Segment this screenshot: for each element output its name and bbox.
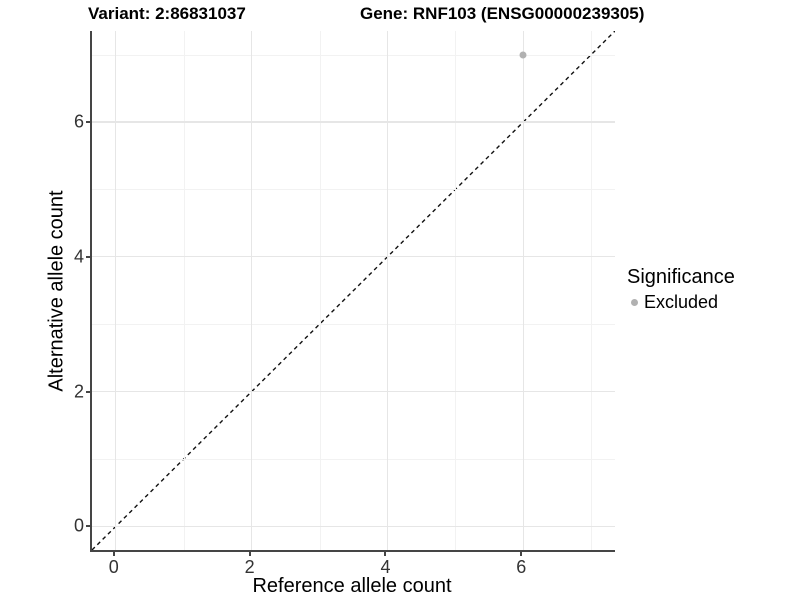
legend-title: Significance — [627, 266, 735, 288]
minor-gridline-y — [92, 54, 615, 56]
major-gridline-y — [92, 390, 615, 393]
y-axis-title: Alternative allele count — [45, 190, 68, 392]
y-tick-mark — [86, 120, 90, 123]
minor-gridline-x — [183, 31, 185, 550]
x-tick-label: 6 — [516, 557, 527, 577]
legend-point-icon — [631, 299, 638, 306]
major-gridline-y — [92, 525, 615, 528]
major-gridline-y — [92, 256, 615, 258]
major-gridline-x — [522, 31, 524, 550]
major-gridline-x — [250, 31, 253, 550]
gene-title: Gene: RNF103 (ENSG00000239305) — [360, 4, 645, 23]
variant-title: Variant: 2:86831037 — [88, 4, 246, 23]
y-tick-label: 2 — [73, 381, 84, 402]
x-tick-label: 0 — [108, 557, 119, 577]
minor-gridline-y — [92, 324, 615, 326]
plot-panel — [90, 31, 615, 552]
y-tick-label: 0 — [73, 515, 84, 536]
major-gridline-x — [386, 31, 389, 550]
y-tick-mark — [86, 525, 90, 528]
legend: Significance Excluded — [627, 266, 735, 313]
x-tick-mark — [248, 552, 251, 556]
minor-gridline-x — [591, 31, 593, 550]
minor-gridline-y — [92, 189, 615, 191]
y-tick-label: 4 — [73, 246, 84, 267]
x-tick-label: 4 — [380, 557, 391, 577]
x-tick-label: 2 — [244, 557, 255, 577]
legend-entry-label: Excluded — [644, 292, 719, 312]
minor-gridline-x — [319, 31, 321, 550]
y-tick-label: 6 — [73, 111, 84, 132]
minor-gridline-y — [92, 459, 615, 460]
minor-gridline-x — [455, 31, 457, 550]
data-point — [519, 51, 527, 59]
legend-entry-excluded: Excluded — [627, 292, 735, 313]
x-tick-mark — [520, 552, 523, 556]
y-tick-mark — [86, 390, 90, 393]
y-tick-mark — [86, 255, 90, 258]
x-tick-mark — [384, 552, 387, 556]
major-gridline-x — [115, 31, 117, 550]
major-gridline-y — [92, 121, 615, 123]
identity-dashed-line — [92, 31, 615, 550]
x-tick-mark — [112, 552, 115, 556]
x-axis-title: Reference allele count — [252, 575, 452, 597]
